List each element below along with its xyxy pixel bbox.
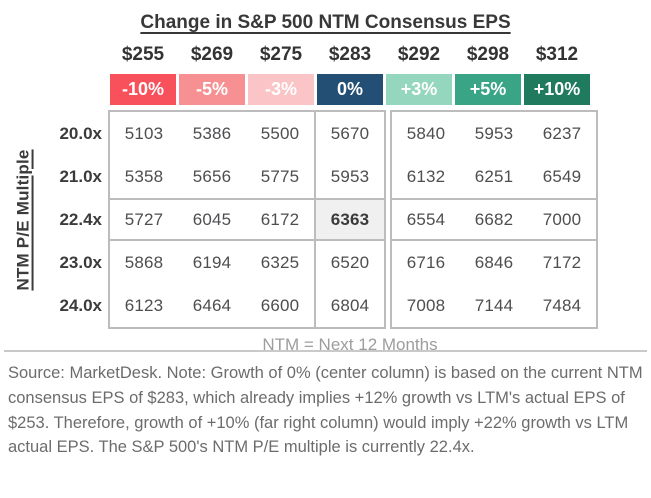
eps-value-cell: 6464 [192,295,232,315]
eps-value-cell: 6554 [392,198,460,241]
eps-header-value: $312 [535,44,579,65]
eps-value-cell: 5386 [192,123,232,143]
footer-note: Source: MarketDesk. Note: Growth of 0% (… [4,350,647,460]
table-left-section: 5103 5386 5500 5358 5656 5775 5727 6045 6172 5868… [108,110,314,329]
eps-value-cell: 6194 [192,252,232,272]
y-axis-label: NTM P/E Multiple [14,148,33,291]
table-right-section: 5840 5953 6237 6132 6251 6549 6554 6682 7000 6716… [390,110,598,329]
table-center-section: 5670 5953 6363 6520 6804 [314,110,386,329]
pe-row-label: 22.4x [59,209,102,229]
eps-value-cell: 6132 [406,166,446,186]
eps-value-cell: 6804 [330,295,370,315]
eps-value-cell: 5953 [330,166,370,186]
eps-value-cell: 7000 [528,198,596,241]
y-axis-label-wrap: NTM P/E Multiple [6,112,42,327]
pe-row-labels: 20.0x 21.0x 22.4x 23.0x 24.0x [44,112,102,327]
eps-value-cell: 6237 [542,123,582,143]
eps-value-cell: 5500 [260,123,300,143]
eps-header-value: $275 [259,44,303,65]
eps-value-cell: 6363 [316,198,384,241]
growth-header-value: -10% [110,74,176,105]
eps-value-cell: 5775 [260,166,300,186]
eps-value-cell: 5103 [124,123,164,143]
eps-value-cell: 7144 [474,295,514,315]
eps-value-cell: 6520 [330,252,370,272]
eps-header-value: $298 [466,44,510,65]
eps-header-value: $292 [397,44,441,65]
eps-value-cell: 7008 [406,295,446,315]
eps-value-cell: 5840 [406,123,446,143]
eps-header-value: $283 [328,44,372,65]
growth-header-value: 0% [317,74,383,105]
matrix-body: 5103 5386 5500 5358 5656 5775 5727 6045 6172 5868… [108,110,598,329]
growth-header-row: -10% -5% -3% 0% +3% +5% +10% [110,74,590,105]
eps-value-cell: 6600 [260,295,300,315]
eps-value-cell: 6123 [124,295,164,315]
growth-header-value: +10% [524,74,590,105]
eps-value-cell: 6325 [260,252,300,272]
ntm-note: NTM = Next 12 Months [262,335,438,354]
eps-value-cell: 6045 [178,198,246,241]
eps-value-cell: 5670 [330,123,370,143]
pe-row-label: 24.0x [59,295,102,315]
eps-value-cell: 6682 [460,198,528,241]
growth-header-value: -5% [179,74,245,105]
eps-value-cell: 5727 [110,198,178,241]
chart-title: Change in S&P 500 NTM Consensus EPS [140,12,511,33]
sensitivity-matrix: NTM P/E Multiple $255 $269 $275 $283 $292 $29… [0,38,651,354]
eps-header-value: $269 [190,44,234,65]
eps-header-value: $255 [121,44,165,65]
eps-value-cell: 6846 [474,252,514,272]
eps-value-cell: 7172 [542,252,582,272]
eps-value-cell: 5953 [474,123,514,143]
growth-header-value: -3% [248,74,314,105]
growth-header-value: +3% [386,74,452,105]
pe-row-label: 21.0x [59,166,102,186]
eps-value-cell: 6251 [474,166,514,186]
eps-value-cell: 5656 [192,166,232,186]
eps-value-cell: 5868 [124,252,164,272]
pe-row-label: 20.0x [59,123,102,143]
eps-value-cell: 6716 [406,252,446,272]
eps-value-cell: 5358 [124,166,164,186]
pe-row-label: 23.0x [59,252,102,272]
eps-value-cell: 6172 [246,198,314,241]
eps-value-cell: 7484 [542,295,582,315]
growth-header-value: +5% [455,74,521,105]
eps-value-cell: 6549 [542,166,582,186]
eps-header-row: $255 $269 $275 $283 $292 $298 $312 [110,44,590,66]
figure-page: Change in S&P 500 NTM Consensus EPS NTM … [0,12,651,498]
